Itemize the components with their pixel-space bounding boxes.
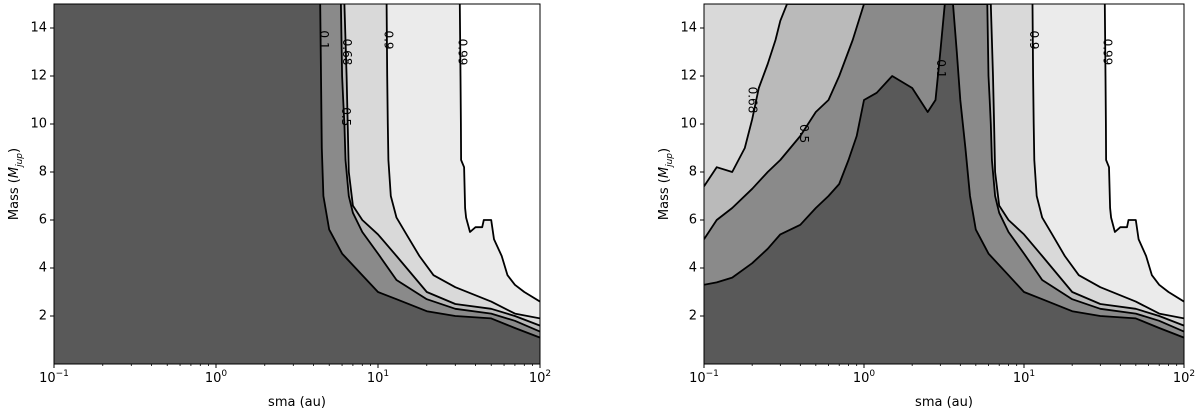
right-y-tick-label: 4 <box>689 261 697 276</box>
left-contour-0.68 <box>343 4 540 327</box>
right-axes-frame <box>703 3 1185 365</box>
left-x-tick-label: 102 <box>529 369 551 386</box>
left-x-tick-label: 101 <box>367 369 389 386</box>
left-y-tick-label: 12 <box>30 69 47 84</box>
right-plot-area: 0.1 0.5 0.68 0.9 0.99 <box>704 4 1184 364</box>
left-y-tick-label: 2 <box>39 309 47 324</box>
left-y-tick-label: 14 <box>30 21 47 36</box>
right-y-tick-label: 8 <box>689 165 697 180</box>
left-plot-area: 0.1 0.5 0.68 0.9 0.99 <box>54 4 540 364</box>
right-contour-0.9 <box>1031 4 1184 320</box>
left-contour-0.99 <box>458 4 540 303</box>
right-contour-label-0.99: 0.99 <box>1101 39 1115 66</box>
left-contour-label-0.1: 0.1 <box>317 30 331 49</box>
left-panel: 0.1 0.5 0.68 0.9 0.99 2 4 6 8 10 12 14 10−1 100 101 102… <box>7 3 551 410</box>
left-x-tick-label: 100 <box>205 369 228 386</box>
right-x-axis-label: sma (au) <box>915 395 973 410</box>
right-contour-label-0.1: 0.1 <box>934 59 948 78</box>
left-y-tick-label: 4 <box>39 261 47 276</box>
right-x-tick-label: 101 <box>1013 369 1035 386</box>
right-x-tick-label: 100 <box>853 369 876 386</box>
right-contour-label-0.68: 0.68 <box>746 87 760 114</box>
left-x-tick-label: 10−1 <box>39 369 69 386</box>
left-y-tick-label: 10 <box>30 117 47 132</box>
left-y-axis-label: Mass (Mjup) <box>7 148 25 220</box>
right-x-tick-label: 10−1 <box>689 369 719 386</box>
right-panel: 0.1 0.5 0.68 0.9 0.99 2 4 6 8 10 12 14 10−1 100 101 102… <box>657 3 1195 410</box>
right-contour-0.5 <box>704 4 1184 333</box>
left-contour-label-0.9: 0.9 <box>381 30 395 49</box>
left-contour-0.5 <box>340 4 540 333</box>
left-contour-label-0.68: 0.68 <box>340 39 354 66</box>
right-y-tick-label: 14 <box>680 21 697 36</box>
left-contour-0.9 <box>385 4 540 320</box>
left-contour-0.1 <box>319 4 540 339</box>
right-y-axis-label: Mass (Mjup) <box>657 148 675 220</box>
left-y-tick-label: 6 <box>39 213 47 228</box>
right-y-tick-label: 2 <box>689 309 697 324</box>
right-contour-0.99 <box>1103 4 1184 303</box>
right-contour-label-0.5: 0.5 <box>797 124 811 143</box>
left-contour-label-0.99: 0.99 <box>456 39 470 66</box>
right-x-tick-label: 102 <box>1173 369 1195 386</box>
right-contour-0.1 <box>704 4 1184 339</box>
left-y-tick-label: 8 <box>39 165 47 180</box>
right-y-tick-label: 6 <box>689 213 697 228</box>
left-x-axis-label: sma (au) <box>268 395 326 410</box>
right-y-tick-label: 12 <box>680 69 697 84</box>
left-contour-label-0.5: 0.5 <box>339 107 353 126</box>
right-contour-label-0.9: 0.9 <box>1027 30 1041 49</box>
right-contour-0.68 <box>704 4 1184 327</box>
left-axes-frame <box>53 3 541 365</box>
right-y-tick-label: 10 <box>680 117 697 132</box>
